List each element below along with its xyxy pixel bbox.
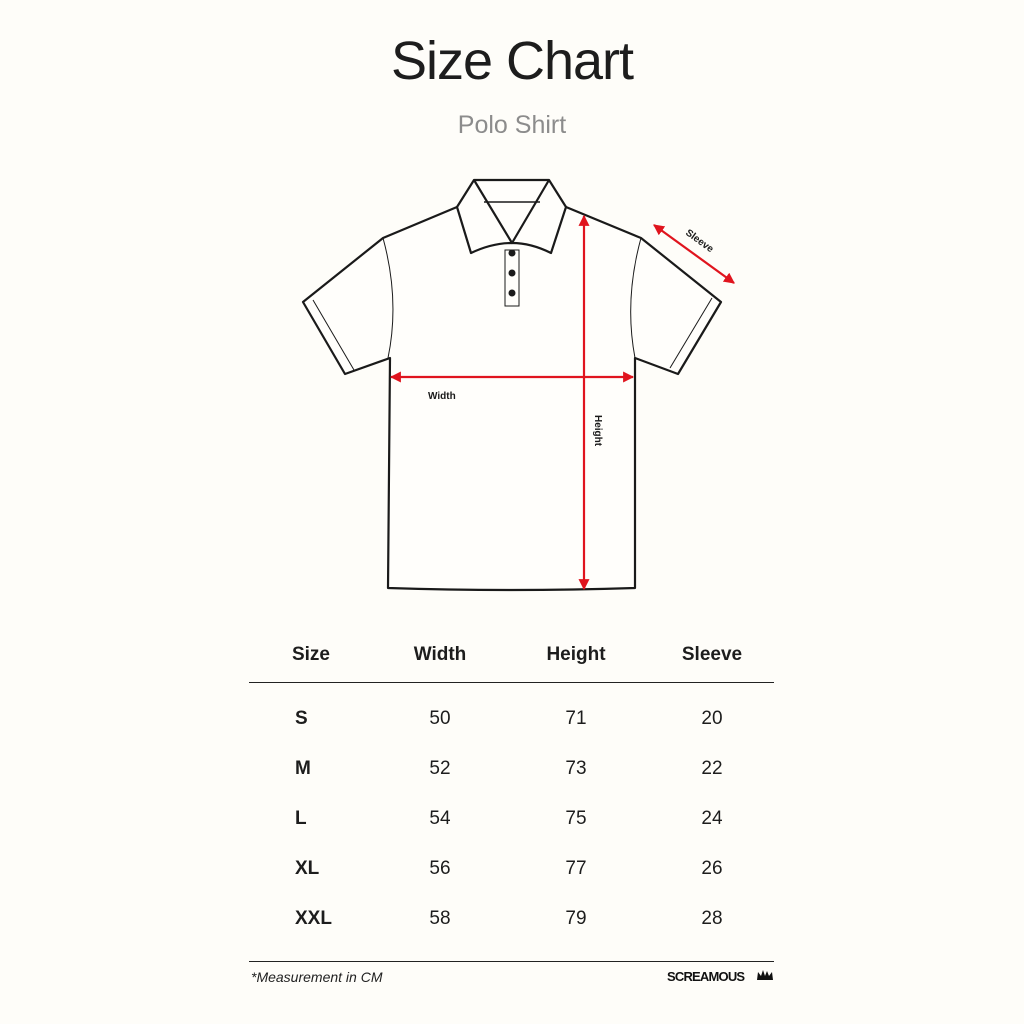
- crown-icon: [757, 970, 773, 980]
- page-title: Size Chart: [390, 31, 634, 91]
- cell-sleeve: 26: [701, 858, 723, 879]
- shirt-outline: [301, 178, 723, 592]
- cell-size: XL: [295, 858, 320, 879]
- cell-sleeve: 28: [701, 908, 723, 929]
- cell-size: XXL: [295, 908, 332, 929]
- cell-width: 56: [429, 858, 451, 879]
- button-dot: [508, 289, 516, 297]
- cell-width: 58: [429, 908, 451, 929]
- cell-sleeve: 22: [701, 758, 723, 779]
- cell-height: 79: [565, 908, 587, 929]
- buttons: [508, 249, 516, 297]
- cell-height: 73: [565, 758, 587, 779]
- cell-sleeve: 24: [701, 808, 723, 829]
- sleeve-label: Sleeve: [683, 228, 715, 256]
- page-subtitle: Polo Shirt: [457, 111, 567, 139]
- measurement-note: *Measurement in CM: [251, 969, 383, 985]
- cell-height: 71: [565, 708, 587, 729]
- cell-size: M: [295, 758, 311, 779]
- header-width: Width: [413, 644, 467, 665]
- width-label: Width: [428, 391, 456, 402]
- footer-divider: [249, 961, 774, 962]
- header-size: Size: [291, 644, 331, 665]
- cell-size: S: [295, 708, 308, 729]
- sleeve-arrow: [653, 224, 735, 284]
- cell-width: 50: [429, 708, 451, 729]
- button-dot: [508, 269, 516, 277]
- cell-height: 75: [565, 808, 587, 829]
- cell-sleeve: 20: [701, 708, 723, 729]
- cell-width: 54: [429, 808, 451, 829]
- height-label: Height: [592, 415, 603, 447]
- brand-logo: SCREAMOUS: [667, 969, 745, 984]
- cell-size: L: [295, 808, 307, 829]
- header-divider: [249, 682, 774, 683]
- cell-width: 52: [429, 758, 451, 779]
- header-sleeve: Sleeve: [681, 644, 743, 665]
- button-dot: [508, 249, 516, 257]
- header-height: Height: [546, 644, 606, 665]
- cell-height: 77: [565, 858, 587, 879]
